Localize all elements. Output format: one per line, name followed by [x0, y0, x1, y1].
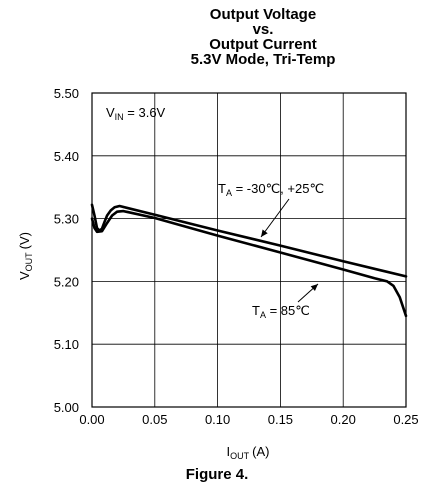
- x-tick-label: 0.20: [331, 412, 356, 427]
- annotations: VIN = 3.6V TA = -30℃, +25℃ TA = 85℃: [106, 105, 324, 320]
- x-tick-label: 0.25: [393, 412, 418, 427]
- series-lines: [90, 203, 408, 318]
- y-axis-label: VOUT(V): [17, 232, 34, 280]
- y-tick-label: 5.20: [54, 274, 79, 289]
- y-tick-label: 5.50: [54, 86, 79, 101]
- y-tick-label: 5.00: [54, 400, 79, 415]
- annotation-label-1: TA = -30℃, +25℃: [218, 181, 324, 198]
- y-tick-label: 5.30: [54, 212, 79, 227]
- arrow-tri-temp-head: [261, 229, 268, 237]
- arrow-tri-temp-line: [260, 198, 290, 238]
- chart-title-line-2: vs.: [252, 21, 274, 38]
- grid-lines: [91, 92, 407, 408]
- annotation-label-0: VIN = 3.6V: [106, 105, 166, 122]
- arrow-85c-head: [310, 284, 318, 292]
- chart-title-line-1: Output Voltage: [209, 6, 317, 23]
- x-tick-label: 0.05: [142, 412, 167, 427]
- plot-frame: [91, 92, 407, 408]
- y-tick-label: 5.40: [54, 149, 79, 164]
- x-tick-label: 0.00: [79, 412, 104, 427]
- x-tick-label: 0.10: [205, 412, 230, 427]
- chart-title-line-3: Output Current: [209, 36, 317, 53]
- y-tick-label: 5.10: [54, 337, 79, 352]
- chart-title-line-4: 5.3V Mode, Tri-Temp: [190, 51, 336, 68]
- annotation-label-2: TA = 85℃: [252, 303, 310, 320]
- x-tick-labels: 0.00 0.05 0.10 0.15 0.20 0.25: [79, 412, 418, 427]
- y-tick-labels: 5.00 5.10 5.20 5.30 5.40 5.50: [54, 86, 79, 415]
- figure-caption: Figure 4.: [185, 466, 249, 483]
- series-line-0: [90, 203, 408, 278]
- series-line-1: [90, 209, 408, 318]
- x-axis-label: IOUT (A): [227, 444, 270, 461]
- x-tick-label: 0.15: [268, 412, 293, 427]
